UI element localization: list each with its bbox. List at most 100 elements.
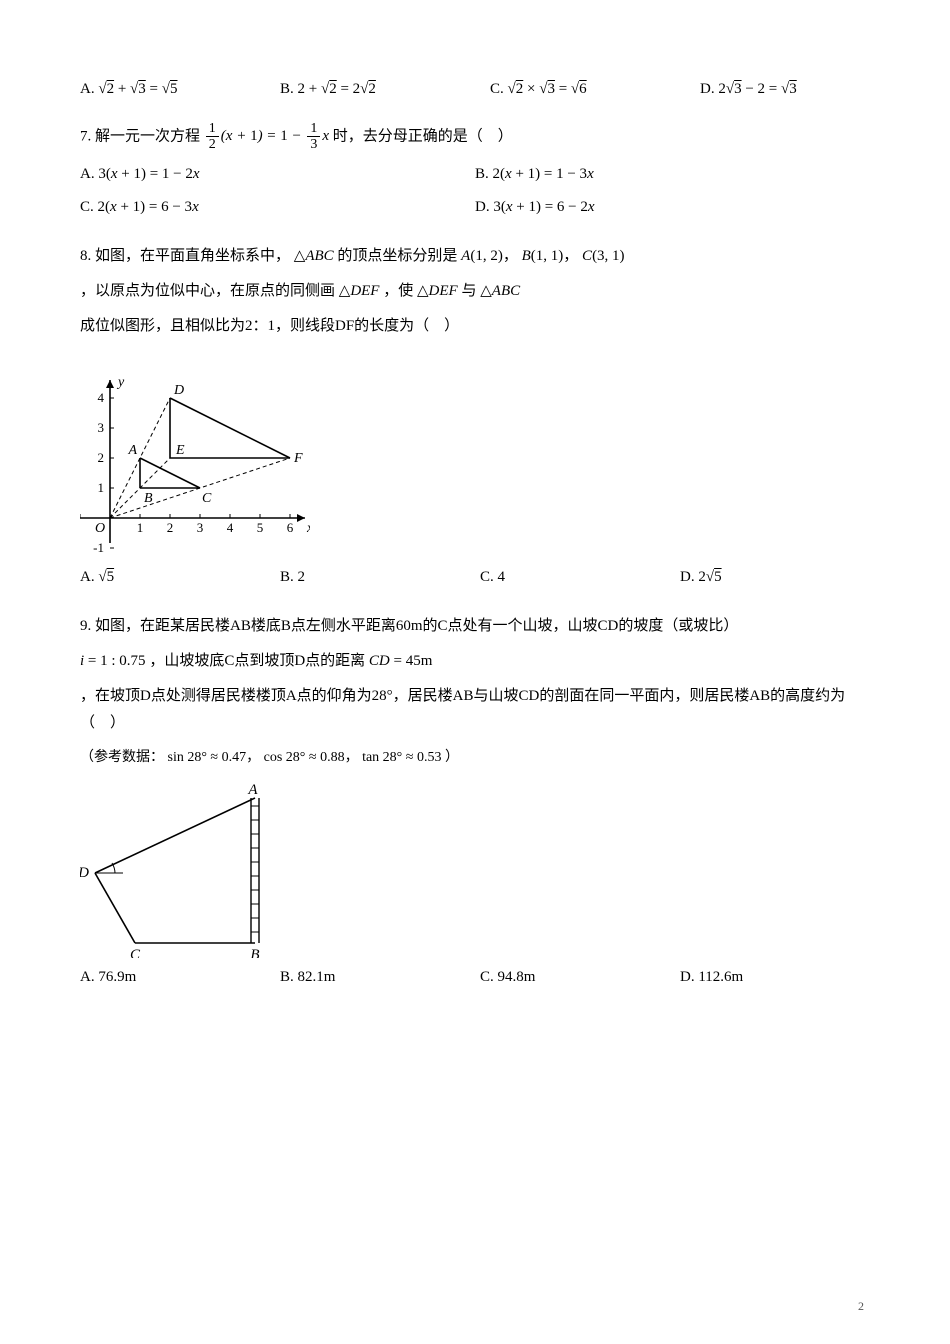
q9-number: 9. [80, 618, 91, 634]
opt-label: B. [475, 166, 489, 182]
q9-option-b: B. 82.1m [280, 964, 480, 991]
q8-number: 8. [80, 248, 91, 264]
q8-graph: -1123456-11234OxyABCDEF [80, 348, 870, 558]
q8-line2: ，以原点为位似中心，在原点的同侧画 △DEF ，使 △DEF 与 △ABC [80, 278, 870, 305]
svg-text:B: B [144, 491, 153, 506]
svg-text:2: 2 [167, 520, 174, 535]
q8-option-b: B. 2 [280, 564, 480, 591]
q8-t3: ，以原点为位似中心，在原点的同侧画 [80, 283, 335, 299]
svg-text:C: C [130, 947, 141, 958]
q8-triangle-abc: △ABC [294, 248, 334, 264]
opt-label: D. [680, 969, 695, 985]
q9-sin: sin 28° ≈ 0.47 [168, 750, 247, 765]
q8-option-c: C. 4 [480, 564, 680, 591]
svg-text:A: A [127, 443, 137, 458]
q6-option-d: D. 2√3 − 2 = √3 [700, 76, 797, 103]
page-number: 2 [858, 1296, 864, 1318]
q9-option-a: A. 76.9m [80, 964, 280, 991]
q9-slope: i = 1 : 0.75 [80, 653, 146, 669]
q9-option-d: D. 112.6m [680, 964, 743, 991]
q7-text-suffix: 时，去分母正确的是（ ） [333, 128, 513, 144]
opt-label: C. [480, 969, 494, 985]
q6-option-a: A. √2 + √3 = √5 [80, 76, 280, 103]
q6-b-expr: 2 + √2 = 2√2 [298, 81, 376, 97]
opt-label: B. [280, 81, 294, 97]
q8-A-coord: A(1, 2) [461, 248, 503, 264]
svg-text:A: A [247, 782, 258, 798]
q8-line3: 成位似图形，且相似比为2：1，则线段DF的长度为（ ） [80, 313, 870, 340]
q9-d-val: 112.6m [698, 969, 743, 985]
q8-option-d: D. 2√5 [680, 564, 722, 591]
opt-label: D. [475, 199, 490, 215]
q9-line1: 9. 如图，在距某居民楼AB楼底B点左侧水平距离60m的C点处有一个山坡，山坡C… [80, 613, 870, 640]
q7-option-c: C. 2(x + 1) = 6 − 3x [80, 194, 475, 221]
q7-option-b: B. 2(x + 1) = 1 − 3x [475, 161, 870, 188]
q6-options-row: A. √2 + √3 = √5 B. 2 + √2 = 2√2 C. √2 × … [80, 76, 870, 103]
svg-text:y: y [116, 375, 125, 390]
q8-b-val: 2 [298, 569, 306, 585]
q9-line3: ，在坡顶D点处测得居民楼楼顶A点的仰角为28°，居民楼AB与山坡CD的剖面在同一… [80, 683, 870, 737]
q8-t1: 如图，在平面直角坐标系中， [95, 248, 290, 264]
svg-text:6: 6 [287, 520, 294, 535]
q8-t5: 与 [461, 283, 480, 299]
q7-b-expr: 2(x + 1) = 1 − 3x [493, 166, 594, 182]
q6-c-expr: √2 × √3 = √6 [508, 81, 587, 97]
q9-b-val: 82.1m [298, 969, 336, 985]
q9-cd: CD = 45m [369, 653, 432, 669]
q7-row1: A. 3(x + 1) = 1 − 2x B. 2(x + 1) = 1 − 3… [80, 161, 870, 188]
q6-option-c: C. √2 × √3 = √6 [490, 76, 700, 103]
svg-text:E: E [175, 443, 185, 458]
q9-ref-suffix: ） [445, 750, 459, 765]
opt-label: A. [80, 166, 95, 182]
svg-text:1: 1 [137, 520, 144, 535]
q8-triangle-def1: △DEF [339, 283, 380, 299]
q6-d-expr: 2√3 − 2 = √3 [718, 81, 796, 97]
svg-text:x: x [306, 521, 310, 536]
svg-text:C: C [202, 491, 212, 506]
q8-t4: ，使 [383, 283, 413, 299]
q9-option-c: C. 94.8m [480, 964, 680, 991]
q9-t1: 如图，在距某居民楼AB楼底B点左侧水平距离60m的C点处有一个山坡，山坡CD的坡… [95, 618, 738, 634]
q8-t2: 的顶点坐标分别是 [337, 248, 461, 264]
q7-number: 7. [80, 128, 91, 144]
svg-text:D: D [173, 383, 184, 398]
q8-line1: 8. 如图，在平面直角坐标系中， △ABC 的顶点坐标分别是 A(1, 2)， … [80, 243, 870, 270]
q6-option-b: B. 2 + √2 = 2√2 [280, 76, 490, 103]
comma: ， [503, 248, 518, 264]
q9-cos: cos 28° ≈ 0.88 [264, 750, 345, 765]
svg-text:3: 3 [197, 520, 204, 535]
svg-text:-1: -1 [93, 540, 104, 555]
opt-label: A. [80, 569, 95, 585]
q7-text-prefix: 解一元一次方程 [95, 128, 200, 144]
q8-B-coord: B(1, 1) [522, 248, 564, 264]
q9-tan: tan 28° ≈ 0.53 [362, 750, 441, 765]
svg-text:4: 4 [227, 520, 234, 535]
q8-triangle-abc2: △ABC [480, 283, 520, 299]
opt-label: A. [80, 969, 95, 985]
q8-d-expr: 2√5 [698, 569, 721, 585]
svg-text:5: 5 [257, 520, 264, 535]
q8-options-row: A. √5 B. 2 C. 4 D. 2√5 [80, 564, 870, 591]
svg-text:F: F [293, 451, 303, 466]
svg-text:D: D [80, 865, 89, 881]
q6-a-expr: √2 + √3 = √5 [98, 81, 177, 97]
q8-a-expr: √5 [98, 569, 114, 585]
q7-stem: 7. 解一元一次方程 12(x + 1) = 1 − 13x 时，去分母正确的是… [80, 121, 870, 153]
comma: ， [563, 248, 578, 264]
q9-ref: （参考数据： sin 28° ≈ 0.47， cos 28° ≈ 0.88， t… [80, 745, 870, 770]
svg-text:4: 4 [98, 390, 105, 405]
opt-label: A. [80, 81, 95, 97]
q9-diagram: A B C D [80, 778, 870, 958]
q8-triangle-def2: △DEF [417, 283, 458, 299]
svg-text:2: 2 [98, 450, 105, 465]
svg-text:B: B [250, 947, 259, 958]
q9-t2: ，山坡坡底C点到坡顶D点的距离 [149, 653, 369, 669]
q9-c-val: 94.8m [498, 969, 536, 985]
svg-text:O: O [95, 521, 105, 536]
q8-C-coord: C(3, 1) [582, 248, 625, 264]
opt-label: D. [680, 569, 695, 585]
q9-line2: i = 1 : 0.75 ，山坡坡底C点到坡顶D点的距离 CD = 45m [80, 648, 870, 675]
q7-row2: C. 2(x + 1) = 6 − 3x D. 3(x + 1) = 6 − 2… [80, 194, 870, 221]
opt-label: B. [280, 969, 294, 985]
q8-c-val: 4 [498, 569, 506, 585]
